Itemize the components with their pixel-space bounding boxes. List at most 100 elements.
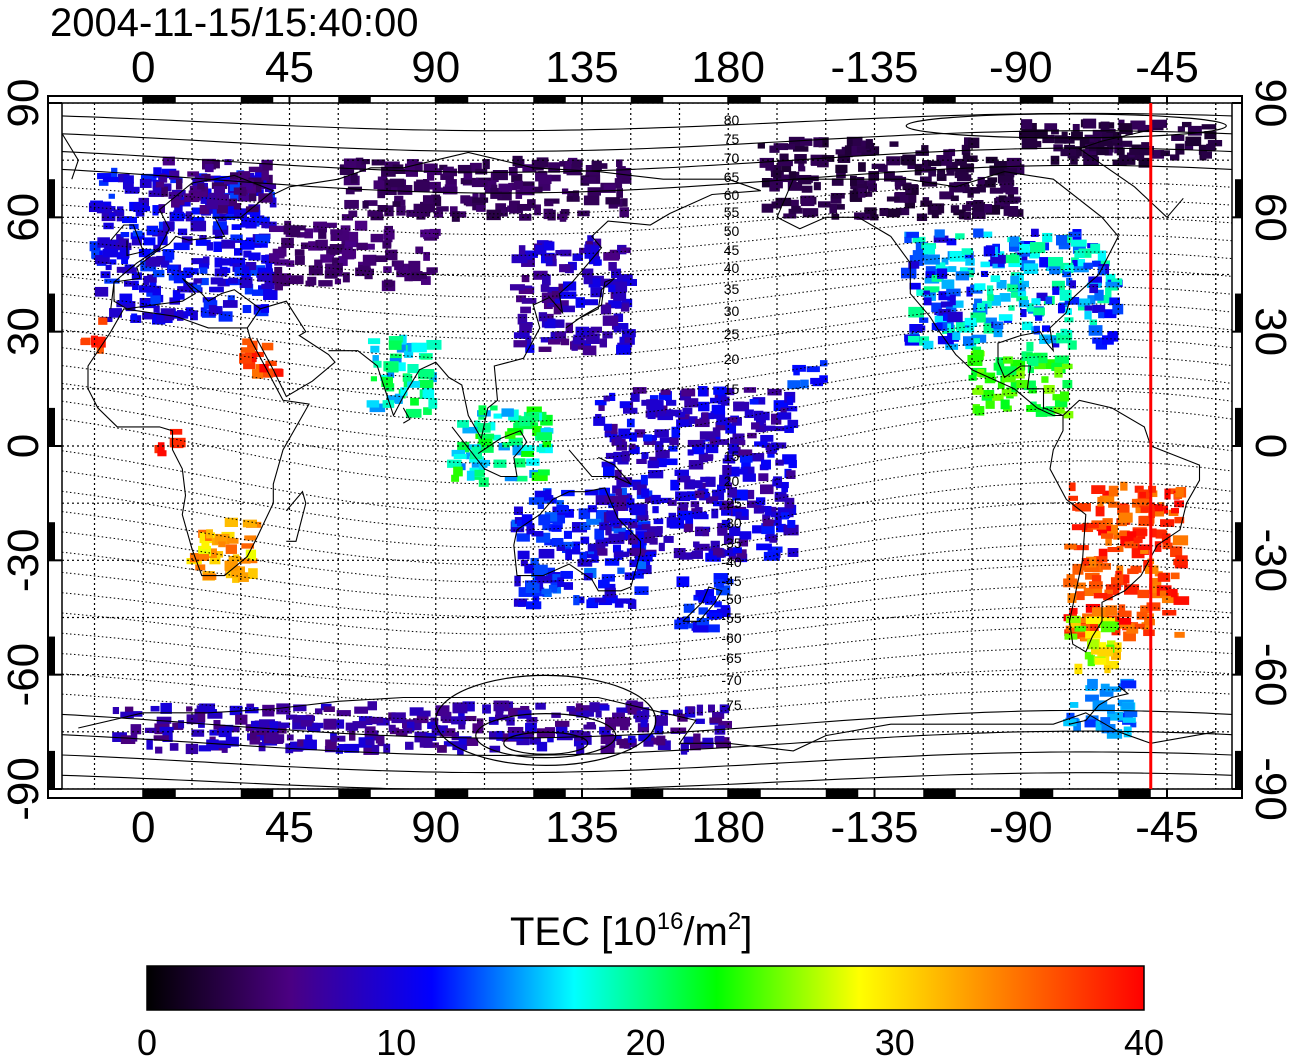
- contour-label: 40: [724, 260, 740, 276]
- tec-cell: [233, 203, 242, 210]
- tec-cell: [1117, 504, 1130, 515]
- tec-cell: [544, 318, 556, 329]
- tec-cell: [565, 322, 574, 334]
- tec-cell: [131, 239, 142, 246]
- tec-cell: [770, 442, 778, 453]
- tec-cell: [135, 208, 145, 217]
- tec-cell: [900, 267, 917, 279]
- tec-cell: [735, 511, 742, 520]
- tec-cell: [112, 706, 120, 715]
- tec-cell: [398, 263, 412, 274]
- tec-cell: [1112, 159, 1127, 166]
- tec-cell: [185, 211, 193, 222]
- tec-cell: [492, 434, 501, 441]
- tec-cell: [381, 166, 396, 177]
- tec-cell: [206, 198, 218, 210]
- tec-cell: [139, 178, 152, 188]
- tec-cell: [551, 291, 559, 299]
- tec-cell: [889, 141, 899, 147]
- tec-cell: [208, 305, 217, 316]
- tec-cell: [225, 544, 237, 554]
- tec-cell: [706, 612, 723, 619]
- tec-cell: [453, 466, 463, 477]
- tec-cell: [1073, 721, 1081, 732]
- tec-cell: [1104, 589, 1114, 595]
- tec-cell: [577, 559, 593, 567]
- tec-cell: [240, 347, 256, 353]
- tec-cell: [1101, 724, 1116, 734]
- tec-cell: [414, 161, 423, 172]
- tec-cell: [1137, 589, 1150, 599]
- tec-cell: [1026, 303, 1034, 312]
- tec-cell: [870, 214, 879, 221]
- tec-cell: [786, 470, 796, 479]
- tec-cell: [964, 317, 977, 326]
- tec-cell: [300, 715, 313, 724]
- tec-cell: [1103, 593, 1113, 601]
- tec-cell: [787, 181, 803, 191]
- tec-cell: [964, 211, 971, 220]
- tec-cell: [606, 510, 619, 522]
- tec-cell: [1042, 134, 1055, 144]
- tec-cell: [94, 255, 110, 265]
- tec-cell: [613, 290, 627, 301]
- tec-cell: [647, 408, 656, 420]
- tec-cell: [879, 207, 889, 217]
- tec-cell: [120, 735, 136, 745]
- tec-cell: [1095, 721, 1103, 731]
- tec-cell: [1149, 583, 1160, 594]
- tec-cell: [356, 242, 368, 251]
- tec-cell: [1068, 482, 1076, 492]
- tec-cell: [1136, 611, 1148, 620]
- tec-cell: [643, 740, 654, 747]
- tec-cell: [736, 549, 747, 559]
- tec-cell: [1141, 622, 1152, 630]
- tec-cell: [231, 224, 242, 230]
- tec-cell: [1116, 140, 1133, 147]
- tec-cell: [867, 183, 877, 192]
- tec-cell: [404, 273, 413, 282]
- tec-cell: [1070, 158, 1078, 165]
- tec-cell: [1187, 125, 1202, 136]
- tec-cell: [831, 178, 844, 186]
- tec-cell: [605, 721, 617, 731]
- tec-cell: [800, 195, 815, 207]
- tec-cell: [1091, 520, 1107, 530]
- tec-cell: [683, 736, 698, 745]
- tec-cell: [548, 584, 558, 593]
- tec-cell: [290, 227, 301, 238]
- tec-cell: [424, 229, 437, 238]
- tec-cell: [333, 262, 343, 273]
- tec-cell: [652, 506, 659, 514]
- tec-cell: [460, 178, 476, 185]
- tec-cell: [513, 180, 523, 190]
- tec-cell: [627, 599, 637, 609]
- tec-cell: [104, 239, 120, 251]
- tec-cell: [732, 489, 748, 501]
- tec-cell: [214, 257, 223, 268]
- tec-cell: [259, 364, 269, 373]
- tec-cell: [123, 175, 134, 184]
- tec-cell: [527, 199, 536, 209]
- tec-cell: [1010, 275, 1020, 285]
- tec-cell: [257, 267, 269, 274]
- tec-cell: [788, 136, 805, 147]
- tec-cell: [722, 387, 735, 396]
- tec-cell: [130, 733, 138, 742]
- tec-cell: [308, 265, 323, 276]
- tec-cell: [549, 515, 566, 524]
- tec-cell: [226, 204, 239, 215]
- tec-cell: [661, 458, 678, 466]
- tec-cell: [713, 439, 730, 445]
- tec-cell: [616, 441, 628, 451]
- tec-cell: [1105, 273, 1116, 283]
- tec-cell: [909, 282, 921, 290]
- tec-cell: [1107, 547, 1120, 553]
- tec-cell: [1001, 388, 1018, 397]
- tec-cell: [184, 268, 199, 275]
- tec-cell: [627, 522, 638, 529]
- tec-cell: [215, 551, 224, 558]
- tec-cell: [372, 355, 379, 363]
- tec-cell: [241, 543, 255, 549]
- tec-cell: [363, 243, 375, 250]
